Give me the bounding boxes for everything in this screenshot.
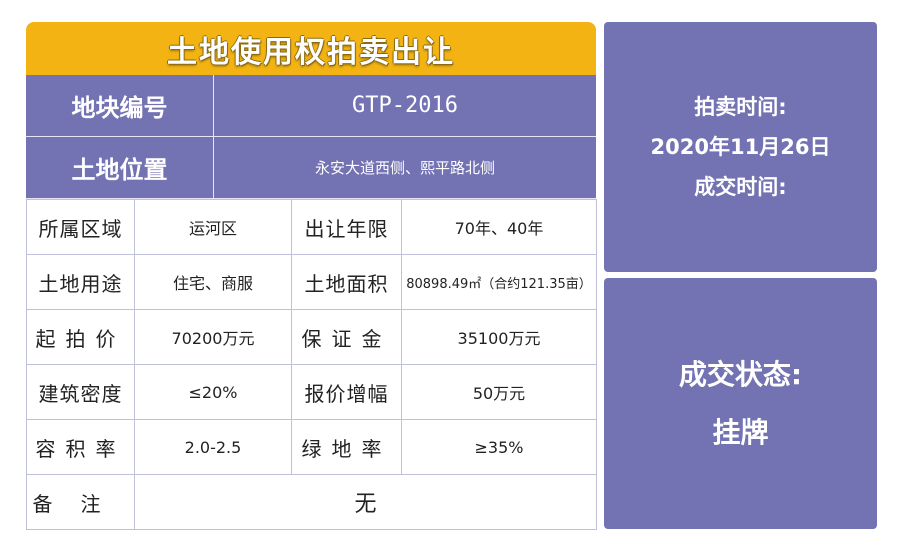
table-row: 建筑密度 ≤20% 报价增幅 50万元 <box>26 364 597 420</box>
table-row: 备注 无 <box>26 474 597 530</box>
plot-ratio-value: 2.0-2.5 <box>134 419 292 475</box>
land-area-label: 土地面积 <box>291 254 402 310</box>
bid-increment-value: 50万元 <box>401 364 597 420</box>
parcel-code-value: GTP-2016 <box>352 93 458 118</box>
deal-status-label: 成交状态: <box>678 357 803 391</box>
table-row: 土地用途 住宅、商服 土地面积 80898.49㎡（合约121.35亩） <box>26 254 597 310</box>
land-area-value: 80898.49㎡（合约121.35亩） <box>401 254 597 310</box>
term-value: 70年、40年 <box>401 199 597 255</box>
parcel-info-table: 所属区域 运河区 出让年限 70年、40年 土地用途 住宅、商服 土地面积 80… <box>26 199 597 530</box>
auction-time-label: 拍卖时间: <box>694 95 787 119</box>
parcel-location-row: 土地位置 永安大道西侧、熙平路北侧 <box>26 137 596 199</box>
starting-price-value: 70200万元 <box>134 309 292 365</box>
building-density-value: ≤20% <box>134 364 292 420</box>
land-auction-card: 土地使用权拍卖出让 地块编号 GTP-2016 土地位置 永安大道西侧、熙平路北… <box>26 22 597 530</box>
table-row: 起拍价 70200万元 保证金 35100万元 <box>26 309 597 365</box>
bid-increment-label: 报价增幅 <box>291 364 402 420</box>
plot-ratio-label: 容积率 <box>26 419 135 475</box>
land-use-value: 住宅、商服 <box>134 254 292 310</box>
page-title: 土地使用权拍卖出让 <box>26 22 596 75</box>
term-label: 出让年限 <box>291 199 402 255</box>
deposit-label: 保证金 <box>291 309 402 365</box>
auction-time-value: 2020年11月26日 <box>650 135 831 159</box>
starting-price-label: 起拍价 <box>26 309 135 365</box>
table-row: 容积率 2.0-2.5 绿地率 ≥35% <box>26 419 597 475</box>
district-label: 所属区域 <box>26 199 135 255</box>
district-value: 运河区 <box>134 199 292 255</box>
table-row: 所属区域 运河区 出让年限 70年、40年 <box>26 199 597 255</box>
auction-time-panel: 拍卖时间: 2020年11月26日 成交时间: <box>604 22 877 272</box>
land-use-label: 土地用途 <box>26 254 135 310</box>
green-ratio-label: 绿地率 <box>291 419 402 475</box>
parcel-location-value: 永安大道西侧、熙平路北侧 <box>314 159 495 177</box>
remark-label: 备注 <box>26 474 135 530</box>
parcel-code-label: 地块编号 <box>26 75 214 136</box>
parcel-location-label: 土地位置 <box>26 137 214 198</box>
remark-value: 无 <box>134 474 597 530</box>
building-density-label: 建筑密度 <box>26 364 135 420</box>
deal-status-value: 挂牌 <box>712 415 769 449</box>
parcel-code-row: 地块编号 GTP-2016 <box>26 75 596 137</box>
deal-status-panel: 成交状态: 挂牌 <box>604 278 877 529</box>
deal-time-label: 成交时间: <box>694 175 787 199</box>
green-ratio-value: ≥35% <box>401 419 597 475</box>
deposit-value: 35100万元 <box>401 309 597 365</box>
